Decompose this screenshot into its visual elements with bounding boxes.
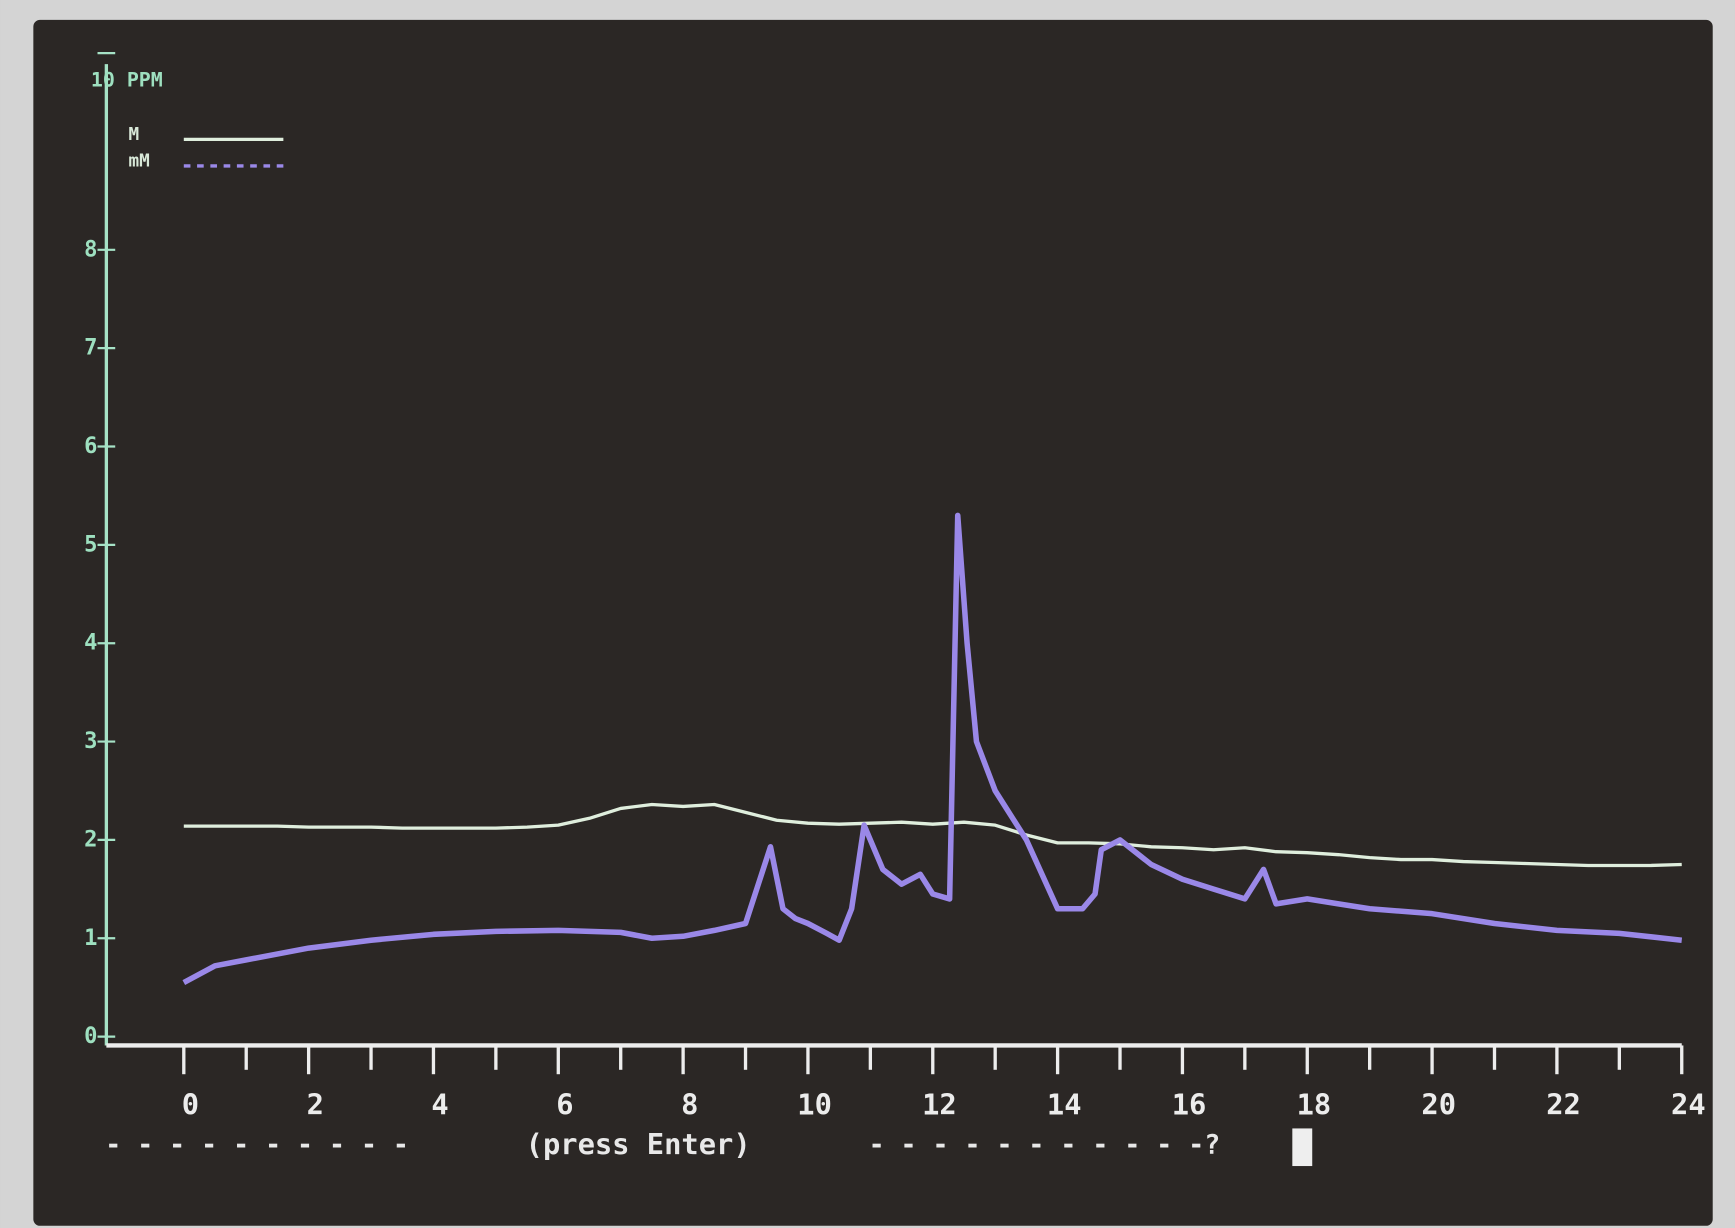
- screen: [33, 19, 1713, 1226]
- legend-label: M: [128, 125, 139, 145]
- x-tick-label: 20: [1421, 1087, 1456, 1121]
- x-tick-label: 8: [681, 1087, 698, 1121]
- y-tick-label: 5: [84, 531, 97, 557]
- x-tick-label: 12: [922, 1087, 957, 1121]
- cursor: [1292, 1128, 1313, 1167]
- data-line: [183, 802, 1682, 868]
- x-tick-label: 16: [1172, 1087, 1207, 1121]
- y-tick-label: 4: [84, 630, 97, 656]
- y-tick-label: 3: [84, 728, 97, 754]
- y-tick-label: 8: [84, 236, 97, 262]
- y-tick-label: 10 PPM: [91, 68, 163, 91]
- prompt: (press Enter): [526, 1127, 751, 1161]
- x-tick-label: 10: [797, 1087, 832, 1121]
- prompt-left: - - - - - - - - - -: [105, 1130, 409, 1161]
- x-tick-label: 2: [307, 1087, 324, 1121]
- x-tick-label: 14: [1047, 1087, 1082, 1121]
- data-line: [182, 512, 1683, 985]
- x-tick-label: 22: [1546, 1087, 1581, 1121]
- x-tick-label: 4: [431, 1087, 448, 1121]
- legend-label: mM: [128, 152, 149, 172]
- x-tick-label: 0: [182, 1087, 199, 1121]
- prompt-right: - - - - - - - - - - -?: [869, 1130, 1221, 1161]
- x-tick-label: 24: [1671, 1087, 1706, 1121]
- y-tick-label: 1: [84, 925, 97, 951]
- y-tick-label: 2: [84, 826, 97, 852]
- y-tick-label: 7: [84, 335, 97, 361]
- x-tick-label: 18: [1297, 1087, 1332, 1121]
- y-tick-label: 6: [84, 433, 97, 459]
- y-tick-label: 0: [84, 1023, 97, 1049]
- x-tick-label: 6: [556, 1087, 573, 1121]
